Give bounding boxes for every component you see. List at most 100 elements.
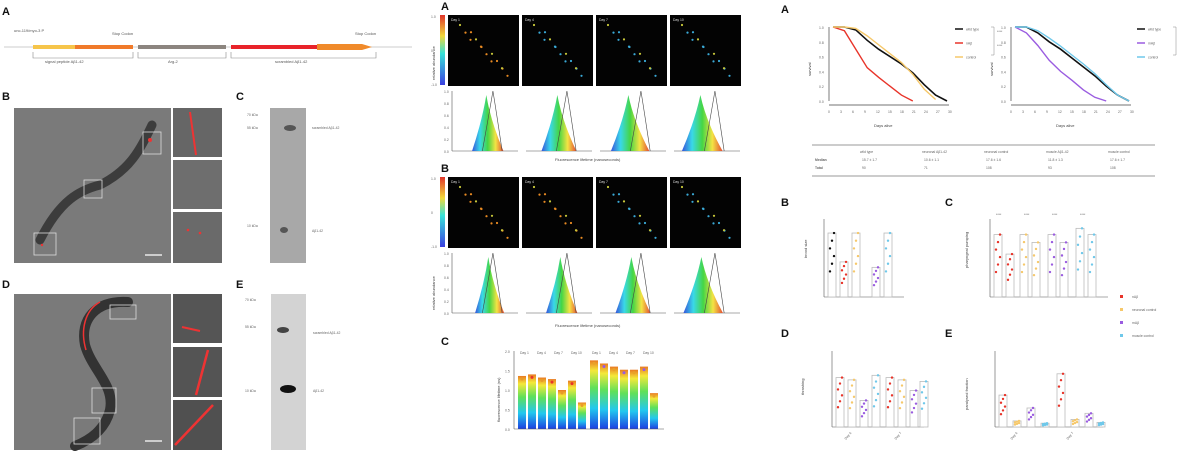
fluorescent-spot <box>564 222 567 225</box>
data-point <box>1057 404 1061 407</box>
fluorescent-spot <box>696 38 700 41</box>
bar-y-tick: 0.5 <box>505 409 510 413</box>
data-point <box>560 391 564 395</box>
data-point <box>1032 254 1036 257</box>
data-point <box>898 406 902 410</box>
colorbar-tick: 1.0 <box>431 15 436 19</box>
fluorescent-spot <box>564 52 568 55</box>
survival-x-tick: 24 <box>1106 110 1110 114</box>
legend-swatch <box>1120 295 1123 298</box>
survival-curve-0 <box>833 26 948 102</box>
data-point <box>912 406 916 410</box>
data-point <box>840 394 844 397</box>
survival-x-tick: 3 <box>840 110 842 114</box>
phenotype-bar <box>1047 234 1057 298</box>
blot-e-band-scrambled: scrambled Aβ1-42 <box>313 331 341 335</box>
data-point <box>1003 405 1007 408</box>
fluorescent-spot <box>574 229 578 232</box>
data-point <box>1015 420 1019 423</box>
fluorescent-spot <box>479 207 483 210</box>
data-point <box>1092 233 1096 236</box>
survival-x-tick: 12 <box>1058 110 1062 114</box>
data-point <box>1013 421 1017 424</box>
significance-stars: **** <box>997 44 1003 48</box>
data-point <box>1097 422 1101 425</box>
survival-y-tick: 0.6 <box>1001 56 1006 60</box>
survival-y-tick: 0.8 <box>819 41 824 45</box>
hist-xlabel-a: Fluorescence lifetime (nanoseconds) <box>555 157 621 162</box>
survival-x-tick: 24 <box>924 110 928 114</box>
data-point <box>876 276 880 280</box>
bar-day-label: Day 1 <box>592 351 601 355</box>
data-point <box>1036 241 1040 244</box>
blot-c-marker-10: 10 kDa <box>247 224 258 228</box>
survival-y-tick: 0.2 <box>819 85 824 89</box>
data-point <box>998 233 1002 236</box>
flim-image <box>448 15 519 86</box>
legend-entry: neuronal control <box>1132 308 1157 312</box>
data-point <box>884 247 888 250</box>
data-point <box>1029 409 1033 412</box>
day-label: Day 7 <box>599 180 608 184</box>
table-column-header: neuronal Aβ1-42 <box>922 150 947 154</box>
day-label: Day 10 <box>673 180 684 184</box>
lifetime-bar <box>578 402 586 429</box>
fluorescent-spot <box>495 221 499 225</box>
fluorescent-spot <box>458 185 462 189</box>
day-label: Day 1 <box>451 180 460 184</box>
fluorescent-spot <box>485 215 488 218</box>
data-point <box>876 392 880 396</box>
fluorescent-spot <box>617 31 621 34</box>
data-point <box>1101 422 1105 426</box>
survival-x-tick: 0 <box>1010 110 1012 114</box>
data-point <box>520 377 524 381</box>
data-point <box>840 269 844 272</box>
fluorescent-spot <box>696 200 700 203</box>
lifetime-histogram <box>541 95 577 151</box>
data-point <box>994 248 998 251</box>
stop-codon-label-1: Stop Codon <box>112 31 133 36</box>
data-point <box>1078 260 1082 263</box>
bar-y-tick: 1.0 <box>505 389 510 393</box>
data-point <box>1085 415 1089 418</box>
data-point <box>1029 415 1033 419</box>
data-point <box>994 270 998 274</box>
data-point <box>642 368 646 372</box>
fluorescent-spot <box>464 193 467 196</box>
data-point <box>854 239 858 242</box>
worm-image-b <box>14 108 222 263</box>
data-point <box>874 280 878 283</box>
data-point <box>888 254 892 258</box>
bar-day-label: Day 7 <box>554 351 563 355</box>
thrashing-ylabel: thrashing <box>800 379 805 395</box>
lifetime-histogram <box>475 257 505 313</box>
data-point <box>828 247 832 250</box>
colorbar-tick: 0 <box>431 211 433 215</box>
data-point <box>999 413 1003 416</box>
data-point <box>1034 247 1038 251</box>
data-point <box>856 231 860 235</box>
data-point <box>862 402 866 405</box>
data-point <box>1017 421 1021 425</box>
fluorescent-spot <box>474 38 478 41</box>
fluorescent-spot <box>717 59 721 63</box>
data-point <box>1024 255 1028 259</box>
data-point <box>848 389 852 393</box>
fluorescent-spot <box>638 214 642 217</box>
data-point <box>1036 260 1040 264</box>
western-blot-c: 70 kDa 55 kDa 10 kDa scrambled Aβ1-42 Aβ… <box>247 108 340 263</box>
data-point <box>1075 418 1079 421</box>
fluorescent-spot <box>580 236 583 239</box>
data-point <box>1032 273 1036 277</box>
lifetime-bar <box>568 380 576 429</box>
panel-label-c-left: C <box>236 91 244 103</box>
survival-y-tick: 0.0 <box>819 100 824 104</box>
fluorescent-spot <box>638 52 642 55</box>
fluorescent-spot <box>648 229 652 232</box>
fluorescent-spot <box>506 236 509 239</box>
data-point <box>832 231 836 235</box>
data-point <box>836 388 840 391</box>
fluorescent-spot <box>612 31 615 34</box>
day-group-label: Day 4 <box>1010 431 1019 440</box>
survival-xlabel: Days alive <box>1056 123 1075 128</box>
